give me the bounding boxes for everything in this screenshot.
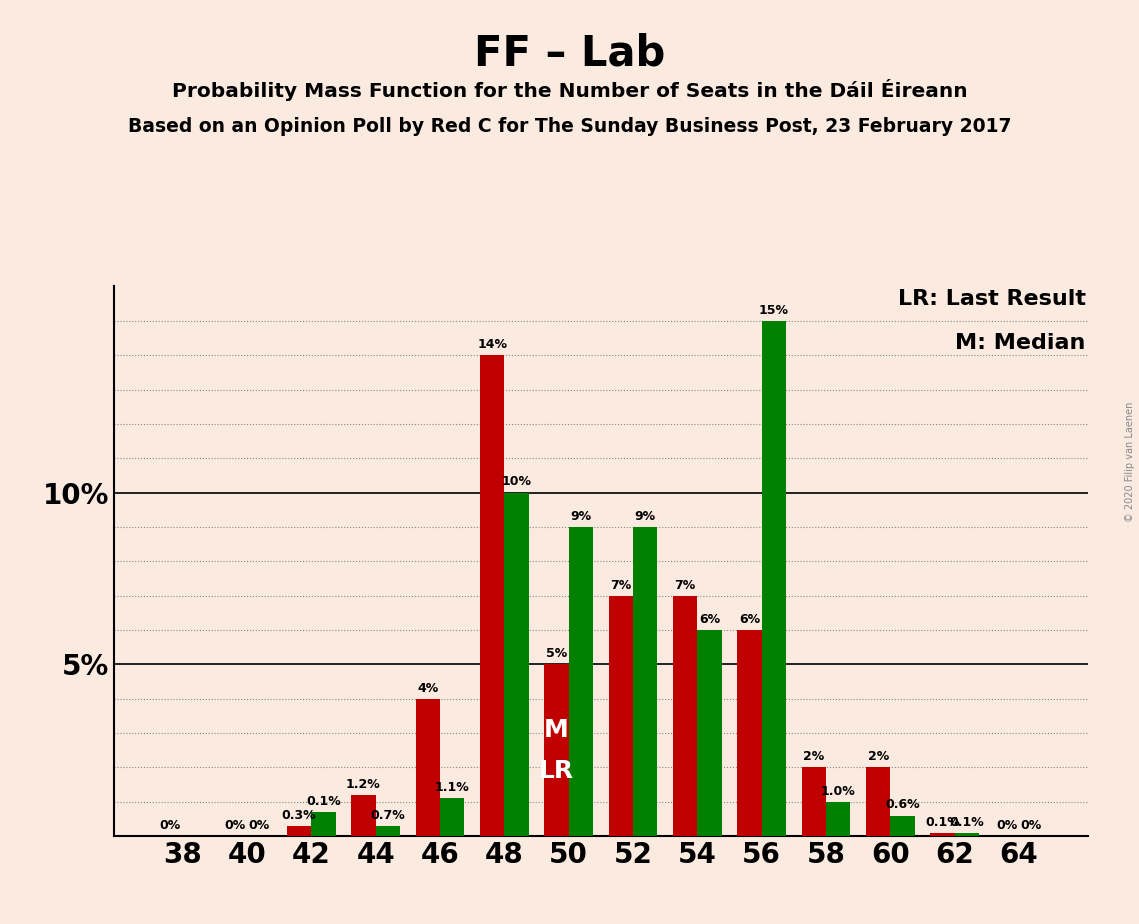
Text: 0.1%: 0.1% <box>306 795 341 808</box>
Bar <box>311 812 336 836</box>
Text: 0%: 0% <box>1021 819 1042 833</box>
Bar <box>866 768 891 836</box>
Text: 7%: 7% <box>674 578 696 591</box>
Text: 0.1%: 0.1% <box>925 816 960 829</box>
Text: 6%: 6% <box>739 613 760 626</box>
Text: 15%: 15% <box>759 304 789 317</box>
Bar <box>351 795 376 836</box>
Bar <box>287 826 311 836</box>
Bar <box>505 492 528 836</box>
Bar <box>826 802 851 836</box>
Text: 4%: 4% <box>417 682 439 695</box>
Text: LR: LR <box>539 759 574 783</box>
Text: 6%: 6% <box>699 613 720 626</box>
Bar <box>802 768 826 836</box>
Text: 14%: 14% <box>477 338 507 351</box>
Bar <box>737 630 762 836</box>
Text: 2%: 2% <box>868 750 888 763</box>
Text: Probability Mass Function for the Number of Seats in the Dáil Éireann: Probability Mass Function for the Number… <box>172 79 967 101</box>
Bar <box>568 527 593 836</box>
Text: 0%: 0% <box>997 819 1017 833</box>
Text: FF – Lab: FF – Lab <box>474 32 665 74</box>
Text: 5%: 5% <box>546 648 567 661</box>
Text: 1.0%: 1.0% <box>821 784 855 797</box>
Bar <box>673 596 697 836</box>
Text: LR: Last Result: LR: Last Result <box>898 289 1085 310</box>
Text: 2%: 2% <box>803 750 825 763</box>
Text: M: Median: M: Median <box>956 334 1085 353</box>
Bar <box>762 321 786 836</box>
Text: 0.3%: 0.3% <box>281 808 317 821</box>
Text: 0%: 0% <box>224 819 245 833</box>
Text: 1.2%: 1.2% <box>346 778 380 791</box>
Text: Based on an Opinion Poll by Red C for The Sunday Business Post, 23 February 2017: Based on an Opinion Poll by Red C for Th… <box>128 117 1011 137</box>
Bar <box>416 699 440 836</box>
Bar <box>633 527 657 836</box>
Text: 0%: 0% <box>159 819 181 833</box>
Bar <box>544 664 568 836</box>
Bar <box>931 833 954 836</box>
Text: 0.1%: 0.1% <box>950 816 984 829</box>
Bar <box>480 355 505 836</box>
Bar <box>954 833 980 836</box>
Text: 10%: 10% <box>501 476 532 489</box>
Text: 0.6%: 0.6% <box>885 798 920 811</box>
Bar <box>376 826 400 836</box>
Bar <box>608 596 633 836</box>
Text: 0.7%: 0.7% <box>370 808 405 821</box>
Text: 7%: 7% <box>611 578 631 591</box>
Text: 9%: 9% <box>571 510 591 523</box>
Text: 0%: 0% <box>248 819 270 833</box>
Bar <box>891 816 915 836</box>
Text: M: M <box>544 718 568 742</box>
Text: © 2020 Filip van Laenen: © 2020 Filip van Laenen <box>1125 402 1134 522</box>
Bar <box>697 630 722 836</box>
Bar <box>440 798 465 836</box>
Text: 9%: 9% <box>634 510 656 523</box>
Text: 1.1%: 1.1% <box>435 782 469 795</box>
